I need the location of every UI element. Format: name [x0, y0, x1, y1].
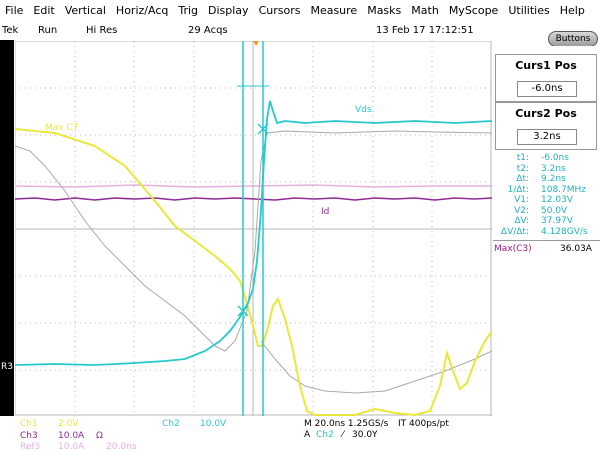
readout-value: 108.7MHz — [541, 184, 587, 195]
menu-file[interactable]: File — [5, 3, 24, 17]
ref3-label[interactable]: Ref3 — [20, 442, 41, 452]
trigger-level[interactable]: 30.0Y — [352, 430, 378, 440]
id-trace-label: Id — [321, 207, 330, 217]
ch2-label[interactable]: Ch2 — [162, 419, 180, 429]
readout-key: ΔV/Δt: — [500, 226, 529, 237]
trigger-mode: A — [304, 430, 311, 440]
ch3-label[interactable]: Ch3 — [20, 431, 38, 441]
menu-display[interactable]: Display — [208, 3, 249, 17]
ch3-scale[interactable]: 10.0A — [58, 431, 85, 441]
menu-measure[interactable]: Measure — [310, 3, 358, 17]
timebase-readout[interactable]: M 20.0ns 1.25GS/s — [304, 419, 389, 429]
ch1-scale[interactable]: 2.0V — [58, 419, 79, 429]
readout-key: V1: — [514, 195, 529, 205]
cursor-markers — [237, 123, 269, 317]
curs1-pos-box[interactable]: Curs1 Pos -6.0ns — [495, 54, 597, 102]
menu-cursors[interactable]: Cursors — [258, 3, 301, 17]
ch2-vds-trace — [14, 100, 493, 366]
menu-horiz-acq[interactable]: Horiz/Acq — [115, 3, 169, 17]
left-marker-strip — [0, 40, 14, 416]
interpolation-readout: IT 400ps/pt — [398, 419, 449, 429]
vds-trace-label: Vds — [355, 105, 372, 115]
menu-help[interactable]: Help — [559, 3, 585, 17]
graticule — [14, 40, 492, 416]
id-current-trace — [14, 197, 493, 201]
waveform-svg — [14, 40, 493, 417]
channel-settings-bar: Ch1 2.0V Ch2 10.0V Ch3 10.0A Ω Ref3 10.0… — [0, 417, 600, 452]
acq-mode: Hi Res — [86, 25, 118, 36]
ch1-yellow-trace — [14, 128, 493, 417]
curs2-title: Curs2 Pos — [515, 107, 577, 120]
readout-key: 1/Δt: — [507, 184, 529, 195]
max-measure-value: 36.03A — [560, 244, 592, 254]
ch2-scale[interactable]: 10.0V — [200, 419, 227, 429]
ref3-time: 20.0ns — [106, 442, 137, 452]
readout-key: t2: — [516, 163, 529, 174]
curs2-pos-box[interactable]: Curs2 Pos 3.2ns — [495, 102, 597, 150]
readout-key: V2: — [514, 205, 529, 216]
curs2-value[interactable]: 3.2ns — [517, 129, 577, 145]
ref3-scale[interactable]: 10.0A — [58, 442, 85, 452]
readout-key: Δt: — [516, 174, 529, 184]
trigger-source[interactable]: Ch2 — [316, 430, 334, 440]
trigger-position-marker[interactable] — [253, 41, 259, 46]
curs1-value[interactable]: -6.0ns — [517, 81, 577, 97]
ref-gray-tail — [260, 340, 493, 394]
buttons-toggle-button[interactable]: Buttons — [548, 31, 598, 47]
readout-value: 50.0V — [541, 205, 568, 216]
menu-masks[interactable]: Masks — [367, 3, 402, 17]
status-bar: Tek Run Hi Res 29 Acqs 13 Feb 17 17:12:5… — [0, 22, 492, 40]
menu-vertical[interactable]: Vertical — [64, 3, 106, 17]
readout-key: t1: — [516, 153, 529, 163]
trigger-slope: ⁄ — [342, 430, 344, 440]
readout-key: ΔV: — [514, 216, 529, 226]
ref-gray-trace — [14, 130, 493, 352]
menu-myscope[interactable]: MyScope — [448, 3, 499, 17]
ref3-pink-trace — [14, 184, 492, 188]
acq-count: 29 Acqs — [188, 25, 228, 36]
readout-value: 37.97V — [541, 216, 573, 226]
menu-utilities[interactable]: Utilities — [508, 3, 550, 17]
readout-value: -6.0ns — [541, 153, 569, 163]
readout-value: 12.03V — [541, 195, 573, 205]
cursor-readout-pane: Curs1 Pos -6.0ns Curs2 Pos 3.2ns t1: -6.0… — [493, 46, 600, 426]
waveform-display[interactable]: Vds Id Max C7 — [14, 40, 493, 417]
ref3-marker-label: R3 — [1, 362, 13, 372]
ch1-label[interactable]: Ch1 — [20, 419, 38, 429]
date-time: 13 Feb 17 17:12:51 — [376, 25, 474, 36]
maxc7-trace-label: Max C7 — [45, 123, 79, 133]
menu-edit[interactable]: Edit — [33, 3, 55, 17]
menu-math[interactable]: Math — [411, 3, 439, 17]
readout-value: 4.128GV/s — [541, 226, 588, 237]
readout-value: 9.2ns — [541, 174, 566, 184]
curs1-title: Curs1 Pos — [515, 59, 577, 72]
measure-divider — [493, 240, 600, 241]
brand-label: Tek — [2, 25, 19, 36]
run-status[interactable]: Run — [38, 25, 58, 36]
menu-trig[interactable]: Trig — [178, 3, 199, 17]
readout-value: 3.2ns — [541, 163, 566, 174]
ch3-ohm: Ω — [96, 431, 103, 441]
max-measure-label: Max(C3) — [494, 244, 532, 254]
menu-bar: File Edit Vertical Horiz/Acq Trig Displa… — [0, 0, 600, 20]
